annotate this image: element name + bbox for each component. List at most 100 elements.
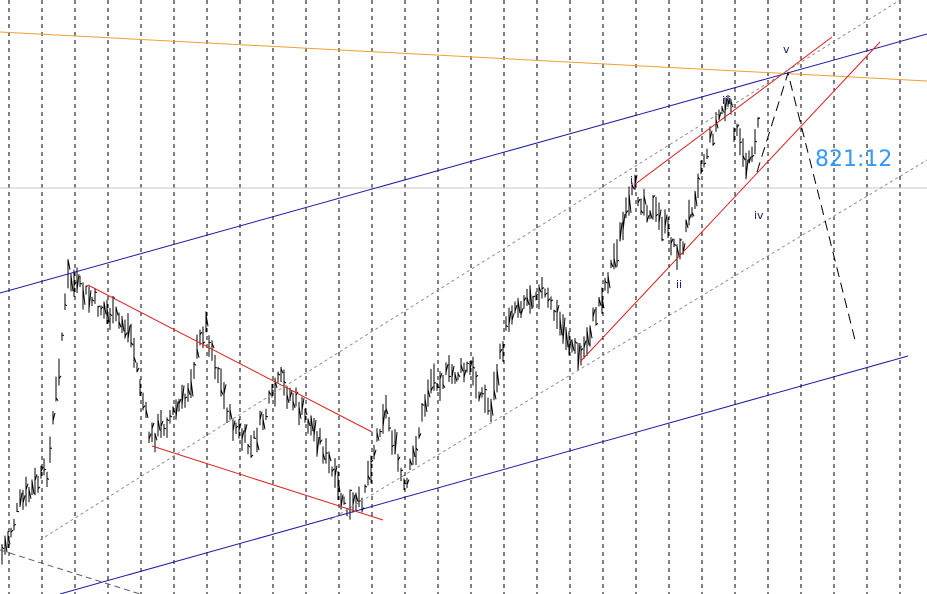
bar-tick xyxy=(7,535,11,545)
bar-tick xyxy=(40,466,44,472)
bar-tick xyxy=(721,107,725,113)
bar-tick xyxy=(172,406,176,413)
bar-tick xyxy=(298,406,302,419)
bar-tick xyxy=(484,388,488,391)
bar-tick xyxy=(661,238,665,241)
bar-tick xyxy=(577,342,581,370)
bar-tick xyxy=(76,274,80,291)
bar-tick xyxy=(151,422,155,429)
bar-tick xyxy=(595,322,599,326)
bar-tick xyxy=(238,423,242,431)
bar-tick xyxy=(694,191,698,207)
bar-tick xyxy=(328,453,332,462)
bar-tick xyxy=(313,419,317,437)
bar-tick xyxy=(751,154,755,158)
bar-tick xyxy=(538,286,542,293)
bar-tick xyxy=(37,486,41,490)
bar-tick xyxy=(388,427,392,430)
bar-tick xyxy=(19,492,23,507)
bar-tick xyxy=(412,446,416,458)
bar-tick xyxy=(691,211,695,217)
bar-tick xyxy=(583,340,587,349)
bar-tick xyxy=(415,447,419,451)
bar-tick xyxy=(262,418,266,430)
bar-tick xyxy=(676,245,680,257)
bar-tick xyxy=(121,317,125,332)
bar-tick xyxy=(199,331,203,335)
bar-tick xyxy=(646,215,650,222)
bar-tick xyxy=(127,325,131,340)
bar-tick xyxy=(553,309,557,313)
dashed-line xyxy=(329,159,927,521)
bar-tick xyxy=(286,394,290,404)
bar-tick xyxy=(73,282,77,286)
bar-tick xyxy=(517,299,521,314)
bar-tick xyxy=(487,410,491,412)
bar-tick xyxy=(181,385,185,406)
bar-tick xyxy=(97,305,101,308)
bar-tick xyxy=(253,437,257,440)
bar-tick xyxy=(391,444,395,448)
bar-tick xyxy=(196,348,200,358)
bar-tick xyxy=(685,219,689,229)
bar-tick xyxy=(217,367,221,370)
bar-tick xyxy=(283,381,287,384)
bar-tick xyxy=(94,291,98,294)
bar-tick xyxy=(628,193,632,214)
bar-tick xyxy=(403,481,407,485)
bar-tick xyxy=(715,119,719,129)
bar-tick xyxy=(472,366,476,369)
bar-tick xyxy=(709,130,713,140)
bar-tick xyxy=(718,111,722,120)
bar-tick xyxy=(574,340,578,344)
bar-tick xyxy=(103,301,107,315)
bar-tick xyxy=(535,294,539,297)
bar-tick xyxy=(145,409,149,418)
bar-tick xyxy=(322,452,326,461)
bar-tick xyxy=(340,494,344,507)
trend-line xyxy=(0,31,927,82)
wave-label: i xyxy=(630,174,633,187)
bar-tick xyxy=(430,386,434,392)
bar-tick xyxy=(544,292,548,296)
bar-tick xyxy=(301,397,305,411)
red-line xyxy=(151,445,384,521)
bar-tick xyxy=(64,304,68,307)
bar-tick xyxy=(568,339,572,354)
bar-tick xyxy=(679,239,683,241)
bar-tick xyxy=(184,396,188,399)
bar-tick xyxy=(166,418,170,422)
bar-tick xyxy=(304,408,308,416)
bar-tick xyxy=(154,433,158,441)
channel-upper xyxy=(0,33,927,294)
bar-tick xyxy=(622,213,626,231)
bar-tick xyxy=(268,391,272,395)
bar-tick xyxy=(331,468,335,472)
bar-tick xyxy=(280,368,284,374)
bar-tick xyxy=(496,369,500,386)
bar-tick xyxy=(451,365,455,378)
bar-tick xyxy=(511,313,515,321)
wave-label: iv xyxy=(754,209,764,222)
bar-tick xyxy=(43,468,47,471)
bar-tick xyxy=(526,296,530,305)
bar-tick xyxy=(637,198,641,204)
bar-tick xyxy=(490,400,494,416)
bar-tick xyxy=(337,478,341,493)
bar-tick xyxy=(445,363,449,373)
bar-tick xyxy=(463,369,467,378)
bar-tick xyxy=(748,156,752,164)
bar-tick xyxy=(31,480,35,495)
bar-tick xyxy=(22,495,26,504)
bar-tick xyxy=(724,99,728,112)
bar-tick xyxy=(598,297,602,306)
bar-tick xyxy=(25,483,29,491)
bar-tick xyxy=(703,162,707,165)
bar-tick xyxy=(550,299,554,302)
bar-tick xyxy=(70,275,74,292)
bar-tick xyxy=(454,373,458,382)
bar-tick xyxy=(115,306,119,316)
bar-tick xyxy=(559,318,563,336)
bar-tick xyxy=(613,258,617,268)
bar-tick xyxy=(520,308,524,316)
